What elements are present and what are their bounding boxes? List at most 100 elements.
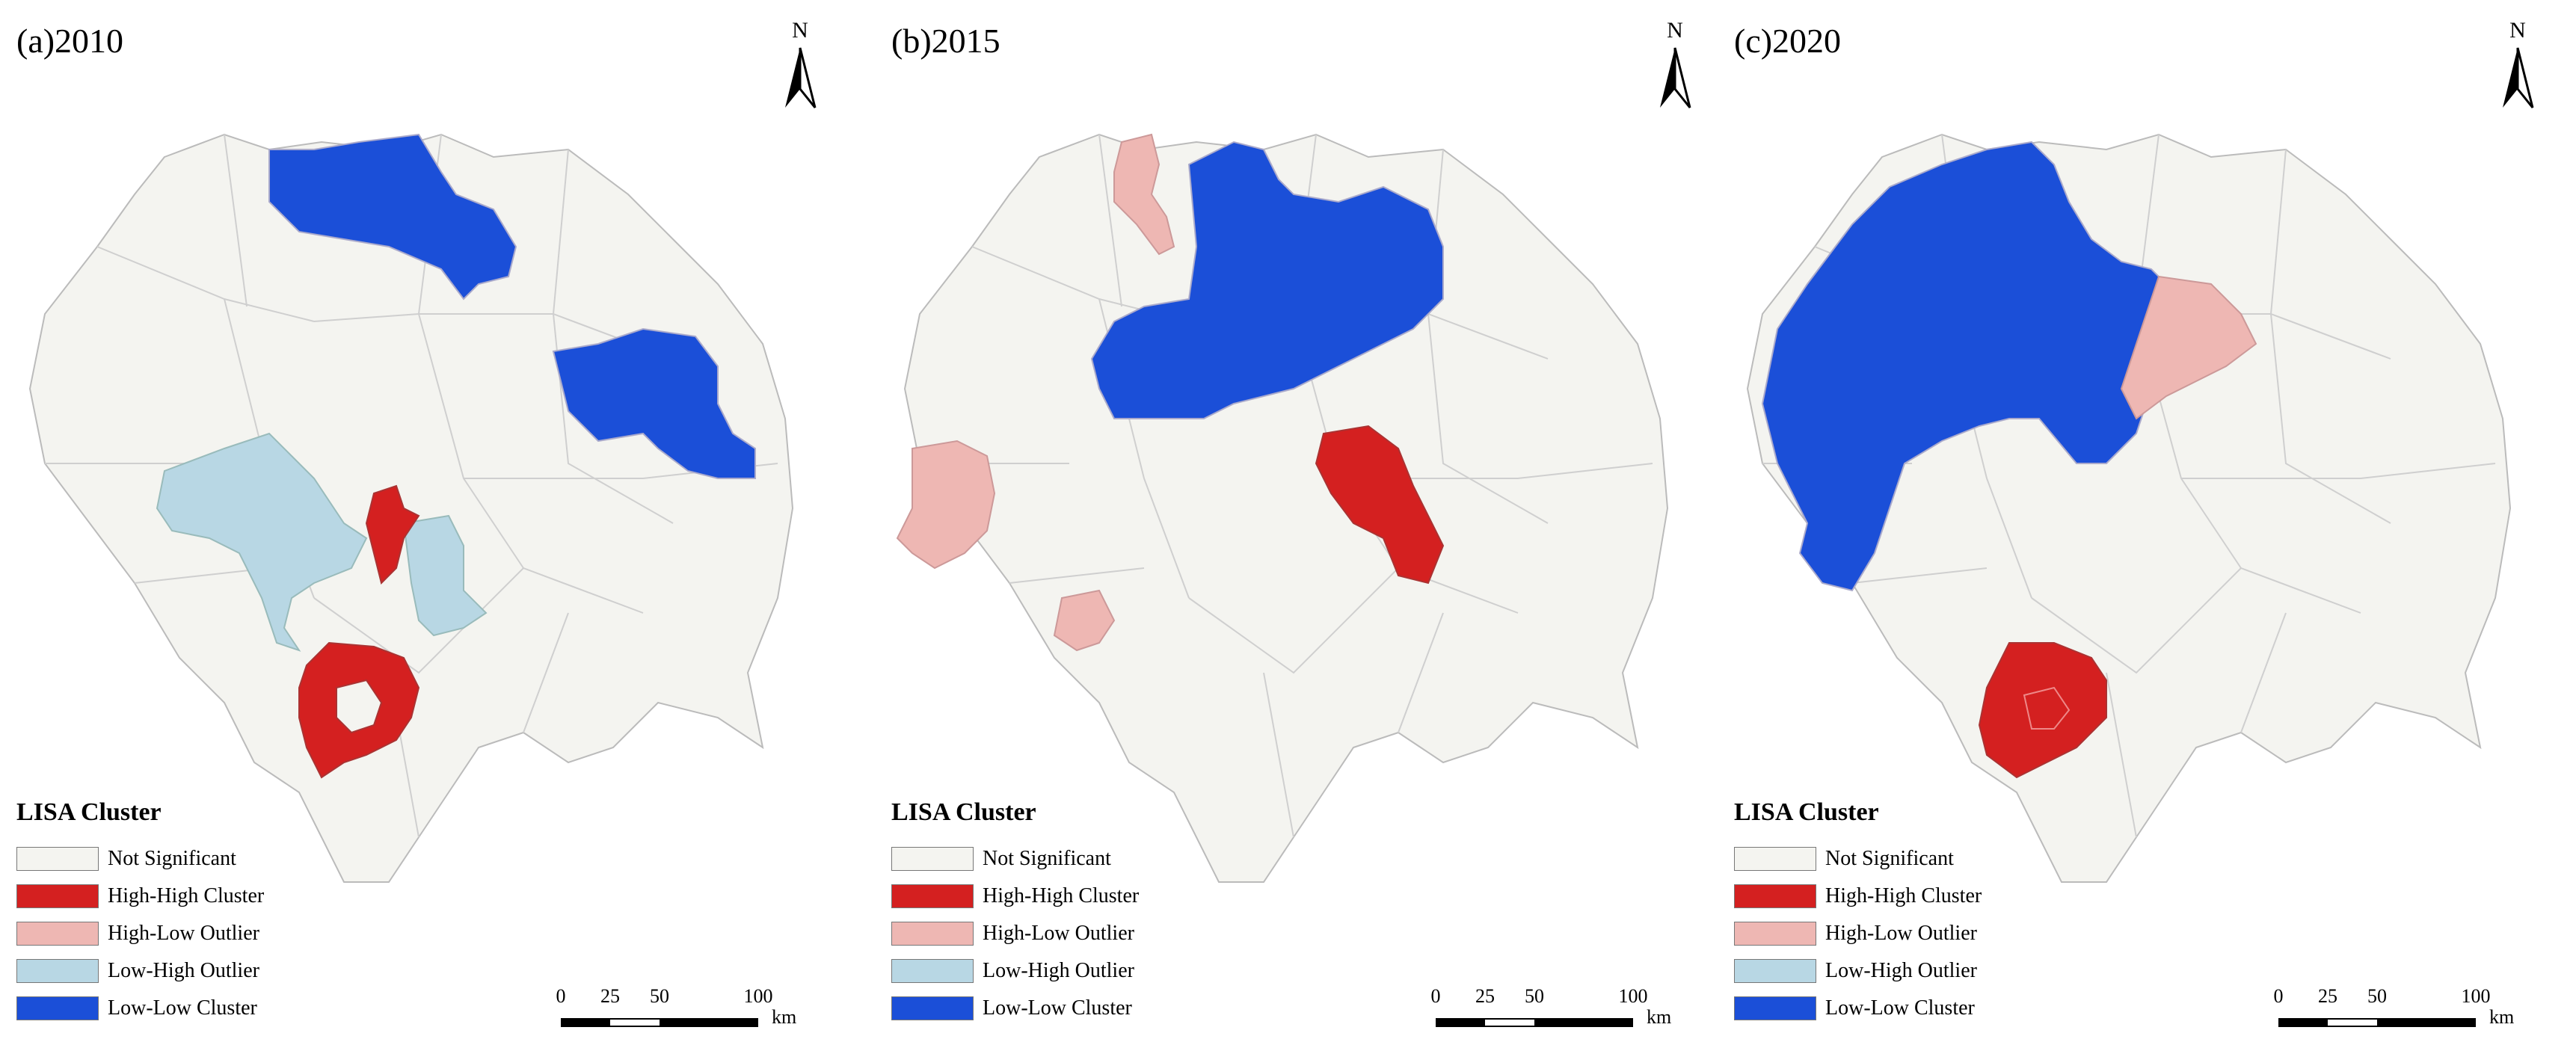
legend-swatch [1734, 847, 1816, 871]
study-area-outline [903, 133, 1669, 883]
north-label: N [2509, 18, 2526, 43]
panel-title: (b)2015 [891, 22, 1000, 60]
low-low-north-block [1090, 141, 1444, 419]
legend-label: Low-Low Cluster [108, 996, 257, 1020]
scale-segment [660, 1018, 758, 1027]
legend-label: High-Low Outlier [983, 922, 1134, 945]
scale-unit: km [1647, 1006, 1672, 1028]
scale-tick: 100 [1618, 985, 1648, 1007]
legend-item: High-High Cluster [891, 878, 1139, 915]
scale-unit: km [772, 1006, 797, 1028]
legend-label: Low-High Outlier [983, 959, 1134, 982]
legend-title: LISA Cluster [16, 798, 162, 826]
map-2020 [1746, 133, 2512, 883]
legend-title: LISA Cluster [1734, 798, 1879, 826]
legend-item: Low-High Outlier [891, 952, 1139, 990]
north-arrow-icon: N [778, 18, 823, 119]
scale-tick: 25 [600, 985, 620, 1007]
legend-swatch [891, 922, 974, 946]
high-low-south-west-small [1053, 589, 1116, 652]
legend-swatch [891, 884, 974, 908]
legend-item: High-High Cluster [1734, 878, 1982, 915]
panel-title: (a)2010 [16, 22, 124, 60]
legend-label: High-High Cluster [108, 884, 265, 907]
legend-swatch [16, 847, 99, 871]
high-low-west [896, 440, 996, 570]
legend: LISA Cluster Not Significant High-High C… [891, 798, 1139, 1027]
low-low-north-west-block [1761, 141, 2182, 592]
legend-item: Low-High Outlier [1734, 952, 1982, 990]
high-high-center-small [365, 484, 420, 585]
study-area-outline [28, 133, 794, 883]
north-label: N [792, 18, 808, 43]
high-high-center-east [1315, 425, 1445, 585]
legend-swatch [891, 959, 974, 983]
high-high-south-ring [1978, 642, 2107, 779]
legend-label: Low-High Outlier [108, 959, 259, 982]
scale-tick: 0 [556, 985, 566, 1007]
scale-bar: 0 25 50 100 km [556, 985, 815, 1038]
panel-title: (c)2020 [1734, 22, 1842, 60]
scale-tick: 100 [2461, 985, 2491, 1007]
legend-swatch [16, 884, 99, 908]
scale-segment [1534, 1018, 1633, 1027]
legend-item: Not Significant [1734, 840, 1982, 878]
high-low-north-small [1113, 133, 1175, 256]
legend-item: Not Significant [891, 840, 1139, 878]
legend-swatch [16, 959, 99, 983]
legend-label: Not Significant [1825, 847, 1954, 870]
map-panel-2010: (a)2010 N LISA Cluster Not Significant H… [0, 0, 858, 1045]
scale-unit: km [2489, 1006, 2515, 1028]
inner-boundary [2023, 686, 2071, 730]
legend: LISA Cluster Not Significant High-High C… [1734, 798, 1982, 1027]
scale-tick: 50 [1525, 985, 1544, 1007]
low-low-east [552, 327, 756, 479]
legend-label: High-Low Outlier [108, 922, 259, 945]
legend: LISA Cluster Not Significant High-High C… [16, 798, 264, 1027]
low-low-north [268, 133, 517, 300]
map-2015 [896, 133, 1669, 883]
legend-item: High-High Cluster [16, 878, 264, 915]
legend-item: High-Low Outlier [891, 915, 1139, 952]
north-label: N [1667, 18, 1683, 43]
legend-title: LISA Cluster [891, 798, 1036, 826]
scale-tick: 25 [1475, 985, 1495, 1007]
scale-tick: 25 [2318, 985, 2337, 1007]
legend-item: High-Low Outlier [1734, 915, 1982, 952]
scale-segment [2278, 1018, 2328, 1027]
scale-tick: 50 [2367, 985, 2387, 1007]
legend-item: Not Significant [16, 840, 264, 878]
legend-item: Low-Low Cluster [891, 990, 1139, 1027]
north-arrow-icon: N [1653, 18, 1697, 119]
scale-tick: 0 [2273, 985, 2284, 1007]
scale-tick: 50 [650, 985, 669, 1007]
legend-item: Low-Low Cluster [1734, 990, 1982, 1027]
scale-tick: 100 [743, 985, 773, 1007]
low-high-center-right [402, 514, 488, 637]
legend-swatch [1734, 884, 1816, 908]
legend-swatch [1734, 959, 1816, 983]
map-panel-2020: (c)2020 N LISA Cluster Not Significant H… [1718, 0, 2576, 1045]
legend-swatch [891, 847, 974, 871]
legend-label: High-Low Outlier [1825, 922, 1977, 945]
scale-segment [1436, 1018, 1485, 1027]
scale-segment [2377, 1018, 2476, 1027]
legend-item: Low-Low Cluster [16, 990, 264, 1027]
north-arrow-icon: N [2495, 18, 2540, 119]
scale-segment [561, 1018, 610, 1027]
legend-label: Low-High Outlier [1825, 959, 1977, 982]
legend-label: Not Significant [983, 847, 1111, 870]
legend-swatch [16, 996, 99, 1020]
legend-item: High-Low Outlier [16, 915, 264, 952]
legend-swatch [1734, 996, 1816, 1020]
legend-swatch [891, 996, 974, 1020]
high-high-south-ring [298, 641, 420, 779]
legend-swatch [16, 922, 99, 946]
scale-bar: 0 25 50 100 km [2274, 985, 2533, 1038]
legend-label: Low-Low Cluster [1825, 996, 1975, 1020]
high-low-north-east [2120, 275, 2257, 420]
scale-bar: 0 25 50 100 km [1431, 985, 1690, 1038]
low-high-west-center [156, 432, 368, 652]
scale-tick: 0 [1430, 985, 1441, 1007]
legend-item: Low-High Outlier [16, 952, 264, 990]
